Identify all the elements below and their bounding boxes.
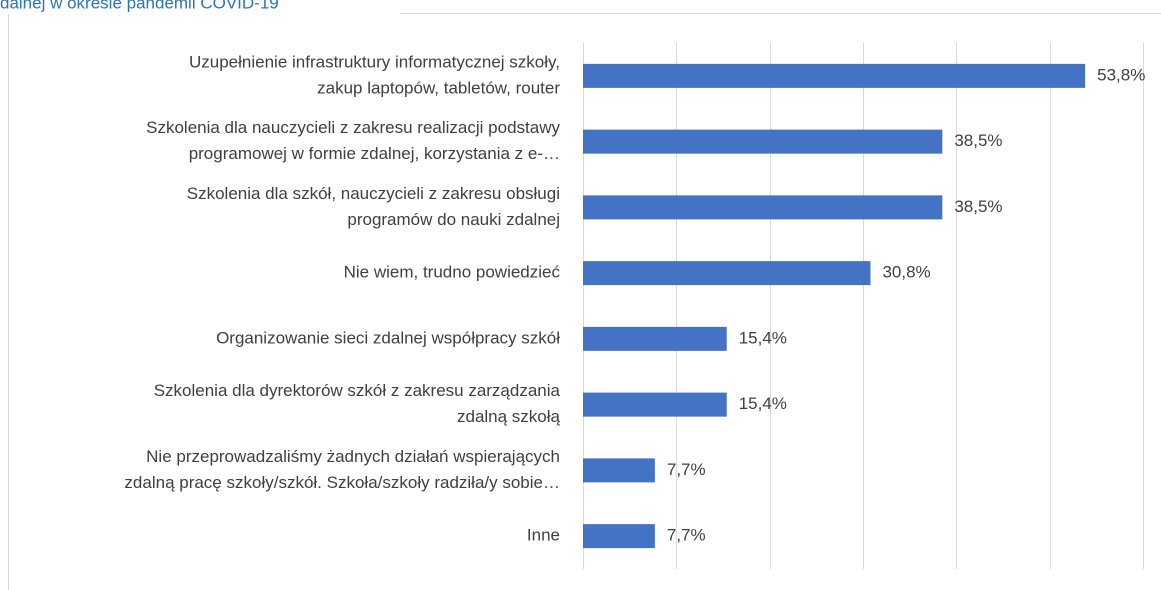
category-label: Nie przeprowadzaliśmy żadnych działań ws…: [146, 447, 560, 466]
chart-frame: [8, 13, 1161, 590]
category-label: Uzupełnienie infrastruktury informatyczn…: [189, 52, 560, 71]
category-label: Szkolenia dla nauczycieli z zakresu real…: [146, 118, 560, 137]
value-label: 15,4%: [739, 328, 787, 347]
category-label: programów do nauki zdalnej: [347, 210, 560, 229]
value-label: 38,5%: [954, 131, 1002, 150]
bar: [583, 326, 727, 351]
category-label: Inne: [527, 526, 560, 545]
bar: [583, 63, 1086, 88]
category-label: Szkolenia dla dyrektorów szkół z zakresu…: [154, 381, 561, 400]
value-label: 7,7%: [667, 460, 706, 479]
value-label: 7,7%: [667, 526, 706, 545]
bar: [583, 524, 655, 549]
category-label: zdalną pracę szkoły/szkół. Szkoła/szkoły…: [124, 473, 560, 492]
bar: [583, 261, 871, 286]
title-backdrop: [0, 0, 400, 14]
bar: [583, 392, 727, 417]
category-label: zakup laptopów, tabletów, router: [317, 78, 560, 97]
value-label: 30,8%: [882, 263, 930, 282]
category-label: zdalną szkołą: [457, 407, 561, 426]
value-label: 53,8%: [1097, 65, 1145, 84]
category-label: Nie wiem, trudno powiedzieć: [344, 263, 561, 282]
value-label: 38,5%: [954, 197, 1002, 216]
bar: [583, 129, 943, 154]
bar: [583, 458, 655, 483]
chart-title: dalnej w okresie pandemii COVID-19: [0, 0, 279, 12]
value-label: 15,4%: [739, 394, 787, 413]
category-label: Organizowanie sieci zdalnej współpracy s…: [216, 328, 560, 347]
category-label: programowej w formie zdalnej, korzystani…: [189, 144, 560, 163]
category-label: Szkolenia dla szkół, nauczycieli z zakre…: [187, 184, 560, 203]
bar: [583, 195, 943, 220]
